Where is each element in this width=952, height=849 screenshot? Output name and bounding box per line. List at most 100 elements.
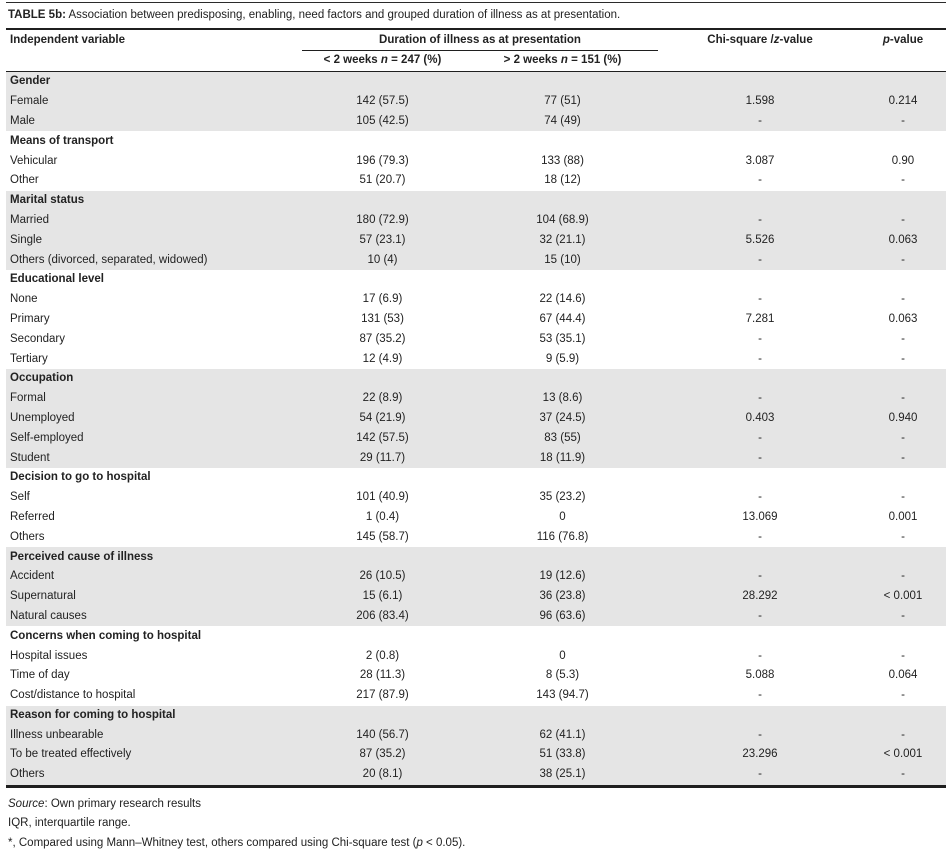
p-value-cell: 0.063 xyxy=(888,233,918,246)
p-value-cell: 0.064 xyxy=(888,669,918,682)
table-row: Cost/distance to hospital 217 (87.9) 143 (… xyxy=(6,686,946,706)
p-value-cell: 0.001 xyxy=(888,510,918,523)
gt-2-weeks-cell: 143 (94.7) xyxy=(536,689,589,702)
gt-2-weeks-cell: 22 (14.6) xyxy=(539,293,586,306)
lt-2-weeks-cell: 51 (20.7) xyxy=(359,174,406,187)
table-body: Gender Female 142 (57.5) 77 (51) 1.598 0.214 M… xyxy=(6,71,946,787)
section-name: Concerns when coming to hospital xyxy=(10,629,202,642)
row-label-cell: Student xyxy=(10,451,50,464)
table-row: Referred 1 (0.4) 0 13.069 0.001 xyxy=(6,508,946,528)
gt-2-weeks-cell: 9 (5.9) xyxy=(545,352,580,365)
gt-2-weeks-cell: 53 (35.1) xyxy=(539,332,586,345)
table-row: None 17 (6.9) 22 (14.6) - - xyxy=(6,290,946,310)
p-value-cell: 0.214 xyxy=(888,95,918,108)
row-label-cell: Supernatural xyxy=(10,590,76,603)
table-row: Unemployed 54 (21.9) 37 (24.5) 0.403 0.940 xyxy=(6,408,946,429)
gt-2-weeks-cell: 74 (49) xyxy=(544,114,581,127)
lt-2-weeks-cell: 105 (42.5) xyxy=(356,114,409,127)
chi-square-cell: 3.087 xyxy=(745,154,775,167)
chi-square-cell: - xyxy=(758,352,762,365)
lt-2-weeks-cell: 12 (4.9) xyxy=(362,352,403,365)
gt-2-weeks-cell: 32 (21.1) xyxy=(539,233,586,246)
p-value-cell: - xyxy=(901,293,905,306)
row-label-cell: Time of day xyxy=(10,669,70,682)
table-row: Illness unbearable 140 (56.7) 62 (41.1) - - xyxy=(6,725,946,746)
row-label-cell: To be treated effectively xyxy=(10,748,132,761)
chi-square-cell: - xyxy=(758,530,762,543)
chi-square-cell: - xyxy=(758,689,762,702)
lt-2-weeks-cell: 131 (53) xyxy=(361,312,404,325)
section-header-row: Reason for coming to hospital xyxy=(6,705,946,726)
gt-2-weeks-cell: 0 xyxy=(559,510,566,523)
table-row: Primary 131 (53) 67 (44.4) 7.281 0.063 xyxy=(6,310,946,330)
p-value-cell: 0.063 xyxy=(888,312,918,325)
lt-2-weeks-cell: 87 (35.2) xyxy=(359,332,406,345)
lt-2-weeks-cell: 20 (8.1) xyxy=(362,768,403,781)
gt-2-weeks-cell: 18 (11.9) xyxy=(539,451,586,464)
chi-square-cell: - xyxy=(758,768,762,781)
row-label-cell: Others xyxy=(10,530,45,543)
row-label-cell: Referred xyxy=(10,510,55,523)
row-label-cell: Tertiary xyxy=(10,352,48,365)
row-label-cell: Vehicular xyxy=(10,154,58,167)
p-value-cell: - xyxy=(901,332,905,345)
chi-square-cell: 13.069 xyxy=(742,510,778,523)
lt-2-weeks-cell: 2 (0.8) xyxy=(365,649,400,662)
table-row: Others 20 (8.1) 38 (25.1) - - xyxy=(6,764,946,787)
p-value-cell: - xyxy=(901,114,905,127)
chi-square-cell: 0.403 xyxy=(745,411,775,424)
gt-2-weeks-cell: 116 (76.8) xyxy=(536,530,589,543)
article-table-figure: TABLE 5b: Association between predisposi… xyxy=(6,2,946,849)
row-label-cell: Formal xyxy=(10,392,46,405)
table-row: Time of day 28 (11.3) 8 (5.3) 5.088 0.064 xyxy=(6,666,946,686)
gt-2-weeks-cell: 8 (5.3) xyxy=(545,669,580,682)
table-row: Supernatural 15 (6.1) 36 (23.8) 28.292 < 0.0… xyxy=(6,586,946,607)
chi-square-cell: 5.526 xyxy=(745,233,775,246)
section-name: Perceived cause of illness xyxy=(10,550,154,563)
row-label-cell: Natural causes xyxy=(10,609,87,622)
table-row: Student 29 (11.7) 18 (11.9) - - xyxy=(6,448,946,468)
gt-2-weeks-cell: 67 (44.4) xyxy=(539,312,586,325)
row-label-cell: Unemployed xyxy=(10,411,75,424)
table-row: Self 101 (40.9) 35 (23.2) - - xyxy=(6,488,946,508)
table-row: Tertiary 12 (4.9) 9 (5.9) - - xyxy=(6,349,946,369)
row-label-cell: Secondary xyxy=(10,332,65,345)
lt-2-weeks-cell: 28 (11.3) xyxy=(359,669,406,682)
section-header-row: Perceived cause of illness xyxy=(6,547,946,567)
row-label-cell: Primary xyxy=(10,312,50,325)
lt-2-weeks-cell: 145 (58.7) xyxy=(356,530,409,543)
header-row-sub: < 2 weeks n = 247 (%) > 2 weeks n = 151 … xyxy=(6,51,946,72)
table-row: Single 57 (23.1) 32 (21.1) 5.526 0.063 xyxy=(6,230,946,251)
p-value-cell: - xyxy=(901,451,905,464)
p-value-cell: - xyxy=(901,609,905,622)
lt-2-weeks-cell: 140 (56.7) xyxy=(356,728,409,741)
p-value-cell: - xyxy=(901,392,905,405)
section-name: Decision to go to hospital xyxy=(10,471,151,484)
row-label-cell: Others xyxy=(10,768,45,781)
table-row: Self-employed 142 (57.5) 83 (55) - - xyxy=(6,428,946,449)
chi-square-cell: 28.292 xyxy=(742,590,778,603)
chi-square-cell: - xyxy=(758,649,762,662)
section-name: Marital status xyxy=(10,194,85,207)
section-header-row: Gender xyxy=(6,71,946,92)
chi-square-cell: - xyxy=(758,451,762,464)
table-footnotes: Source: Own primary research results IQR… xyxy=(6,795,946,849)
lt-2-weeks-cell: 54 (21.9) xyxy=(359,411,406,424)
lt-2-weeks-cell: 142 (57.5) xyxy=(356,431,409,444)
gt-2-weeks-cell: 51 (33.8) xyxy=(539,748,586,761)
p-value-cell: - xyxy=(901,689,905,702)
row-label-cell: Male xyxy=(10,114,35,127)
footnote-source: Source: Own primary research results xyxy=(8,797,202,810)
gt-2-weeks-cell: 0 xyxy=(559,649,566,662)
stats-table: Independent variable Duration of illness… xyxy=(6,30,946,788)
row-label-cell: Hospital issues xyxy=(10,649,88,662)
p-value-cell: < 0.001 xyxy=(883,590,923,603)
table-row: Married 180 (72.9) 104 (68.9) - - xyxy=(6,210,946,231)
table-header: Independent variable Duration of illness… xyxy=(6,30,946,72)
row-label-cell: Accident xyxy=(10,570,55,583)
p-value-cell: 0.90 xyxy=(891,154,915,167)
p-value-cell: - xyxy=(901,530,905,543)
row-label-cell: Married xyxy=(10,213,49,226)
p-value-cell: - xyxy=(901,570,905,583)
gt-2-weeks-cell: 83 (55) xyxy=(544,431,581,444)
